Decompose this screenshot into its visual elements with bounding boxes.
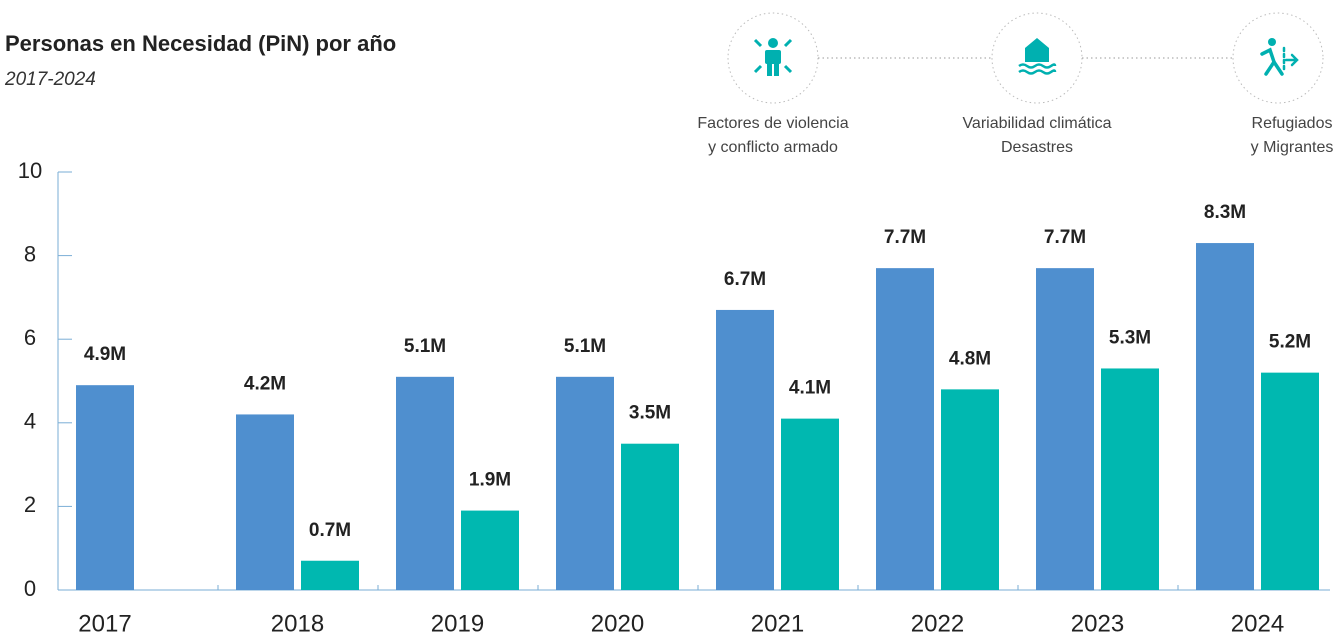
icon-label: Desastres — [1001, 139, 1073, 156]
x-tick-label: 2021 — [751, 610, 804, 637]
x-tick-label: 2019 — [431, 610, 484, 637]
value-label: 7.7M — [1044, 227, 1086, 248]
value-label: 4.1M — [789, 378, 831, 399]
y-tick-label: 8 — [24, 241, 36, 266]
y-tick-label: 4 — [24, 409, 36, 434]
x-tick-label: 2022 — [911, 610, 964, 637]
icon-violence — [753, 38, 793, 76]
bar — [1261, 372, 1319, 590]
value-label: 5.1M — [404, 336, 446, 357]
bar — [76, 385, 134, 590]
value-label: 6.7M — [724, 269, 766, 290]
x-tick-label: 2017 — [78, 610, 131, 637]
value-label: 8.3M — [1204, 202, 1246, 223]
y-tick-label: 0 — [24, 576, 36, 601]
icon-row — [727, 12, 1324, 104]
icon-refugee — [1260, 38, 1299, 76]
bar — [461, 510, 519, 590]
icon-label: y Migrantes — [1251, 139, 1334, 156]
x-tick-label: 2023 — [1071, 610, 1124, 637]
x-tick-label: 2024 — [1231, 610, 1284, 637]
value-label: 3.5M — [629, 403, 671, 424]
y-tick-label: 6 — [24, 325, 36, 350]
bar — [621, 443, 679, 590]
icon-flood — [1018, 38, 1057, 75]
bar — [396, 376, 454, 590]
chart-subtitle: 2017-2024 — [4, 69, 96, 90]
value-label: 5.2M — [1269, 332, 1311, 353]
bar — [876, 268, 934, 590]
bar — [781, 418, 839, 590]
value-label: 7.7M — [884, 227, 926, 248]
value-label: 4.8M — [949, 348, 991, 369]
value-label: 4.9M — [84, 344, 126, 365]
icon-label: Variabilidad climática — [962, 115, 1111, 132]
bar — [941, 389, 999, 590]
bar — [236, 414, 294, 590]
x-tick-label: 2020 — [591, 610, 644, 637]
icon-label: y conflicto armado — [708, 139, 838, 156]
value-label: 5.3M — [1109, 327, 1151, 348]
y-tick-label: 2 — [24, 492, 36, 517]
x-tick-label: 2018 — [271, 610, 324, 637]
chart-title: Personas en Necesidad (PiN) por año — [5, 31, 396, 56]
bar — [1196, 243, 1254, 590]
icon-circle — [1232, 12, 1324, 104]
bar — [301, 560, 359, 590]
value-label: 1.9M — [469, 470, 511, 491]
icon-label: Refugiados — [1252, 115, 1333, 132]
bar — [1101, 368, 1159, 590]
icon-label: Factores de violencia — [697, 115, 848, 132]
bar — [556, 376, 614, 590]
y-tick-label: 10 — [18, 158, 42, 183]
bar — [1036, 268, 1094, 590]
value-label: 0.7M — [309, 520, 351, 541]
bar — [716, 309, 774, 590]
value-label: 4.2M — [244, 373, 286, 394]
value-label: 5.1M — [564, 336, 606, 357]
